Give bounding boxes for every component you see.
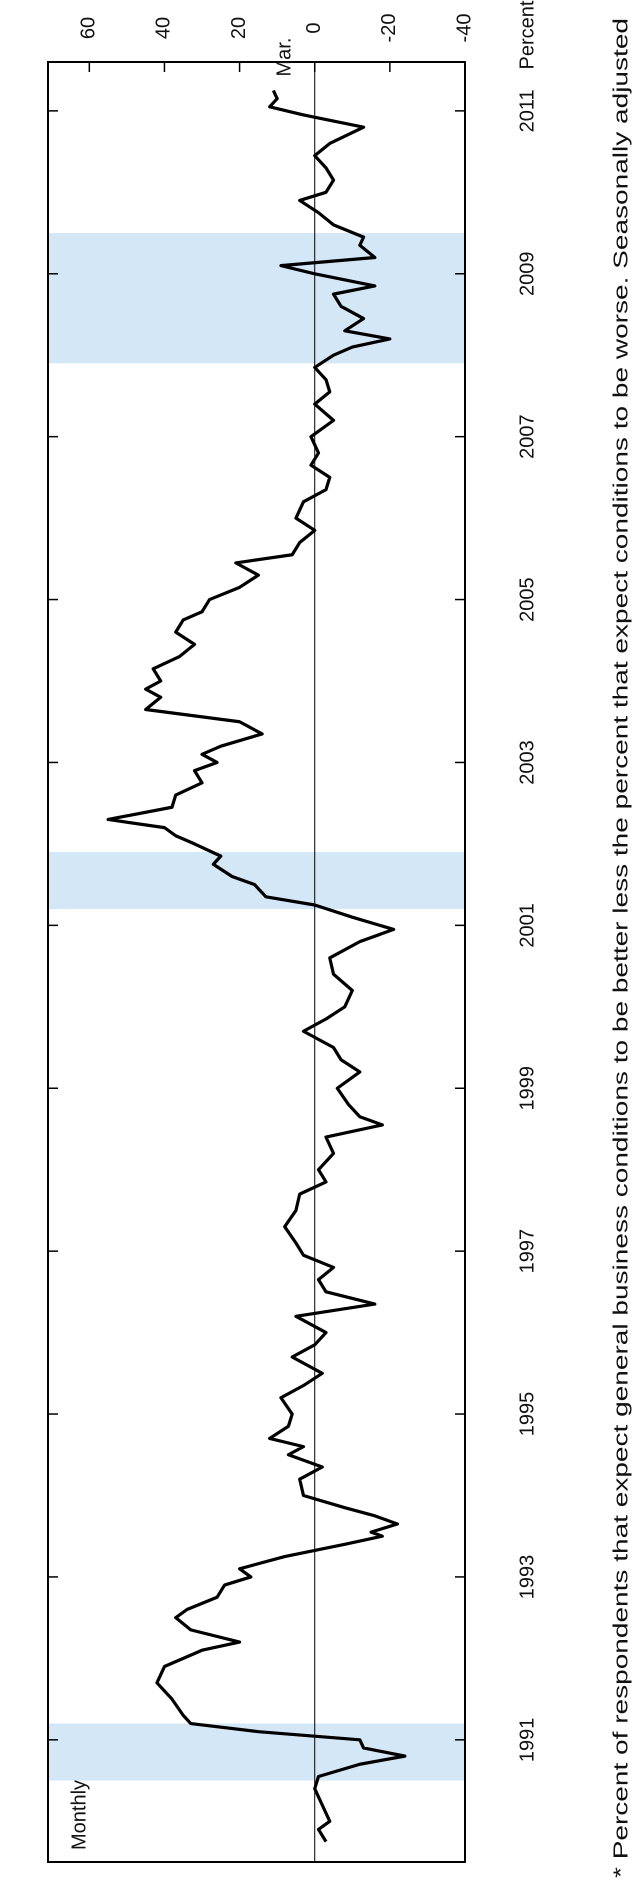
x-tick-label: 1997 [516,1229,538,1274]
x-tick-label: 1993 [516,1555,538,1600]
x-tick-label: 2001 [516,903,538,948]
plot-area [48,62,465,1862]
x-tick-label: 1991 [516,1718,538,1763]
x-tick-label: 1999 [516,1066,538,1111]
y-tick-label: 40 [153,17,175,39]
y-tick-label: 20 [228,17,250,39]
plot-frame [47,61,466,1863]
y-tick-label: 60 [78,17,100,39]
x-tick-label: 1995 [516,1392,538,1437]
y-tick-label: -40 [453,14,475,43]
recession-band [48,233,465,364]
data-line [106,89,407,1843]
unit-label: Percent [516,0,538,69]
y-tick-label: 0 [303,22,325,33]
frequency-label: Monthly [68,1780,90,1850]
x-tick-label: 2011 [516,89,538,132]
recession-band [48,852,465,910]
x-tick-label: 2005 [516,577,538,622]
x-tick-label: 2003 [516,740,538,785]
x-tick-label: 2009 [516,252,538,297]
footnote: * Percent of respondents that expect gen… [610,18,632,1878]
x-tick-label: 2007 [516,414,538,459]
rotated-chart: Monthly Percent * Percent of respondents… [47,0,632,1878]
y-tick-label: -20 [378,14,400,43]
last-point-label: Mar. [274,38,296,77]
recession-band [48,1723,465,1781]
